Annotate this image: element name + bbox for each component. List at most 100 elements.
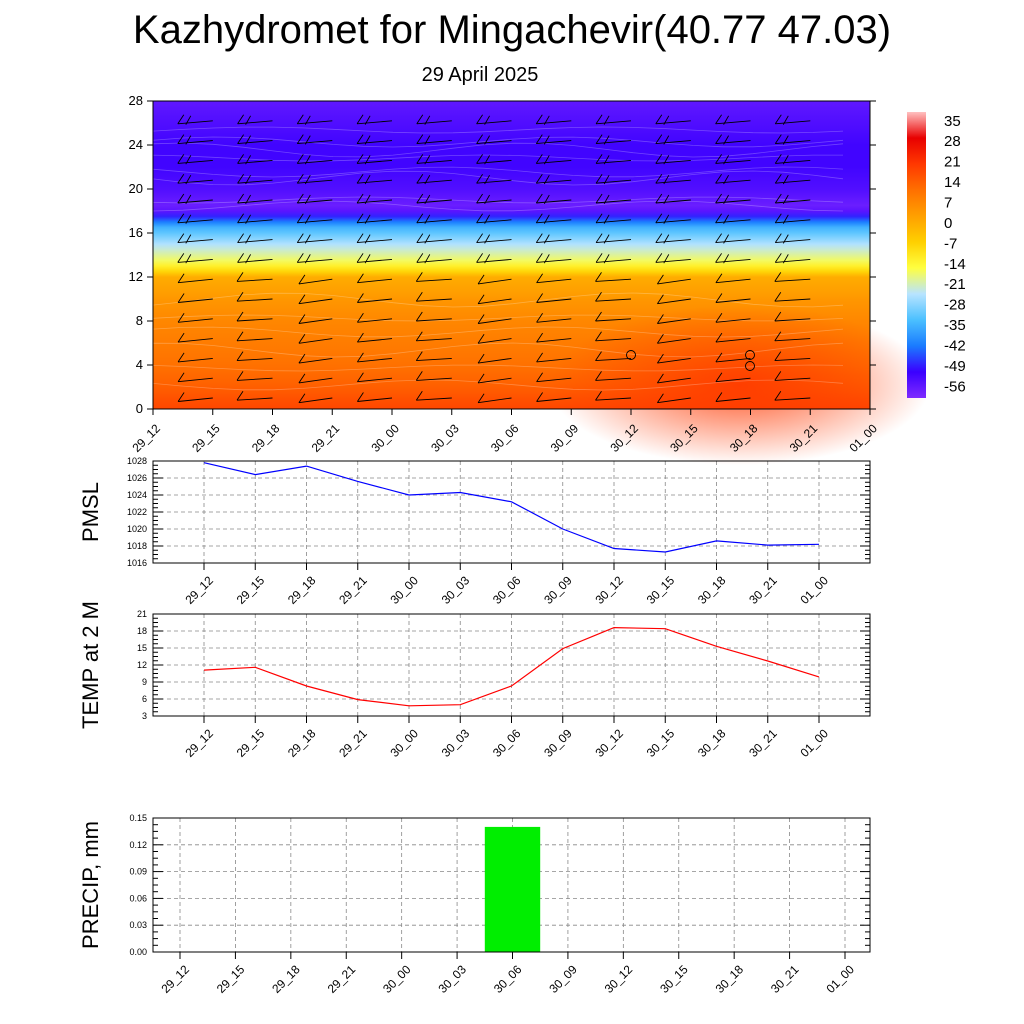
wind-barb: [536, 397, 572, 402]
wind-barb-flag: [782, 254, 789, 264]
y-tick-label: 0.09: [129, 867, 147, 877]
colorbar: 35 28 21 14 7 0 -7 -14 -21 -28 -35 -42 -49 -56: [907, 112, 966, 398]
wind-barb-flag: [774, 371, 782, 381]
y-tick-label: 6: [142, 694, 147, 704]
wind-barb-flag: [543, 155, 550, 165]
contour-line: [152, 136, 844, 148]
x-tick-label: 29_12: [158, 962, 192, 996]
wind-barb: [178, 298, 213, 303]
wind-barb-flag: [603, 155, 610, 165]
wind-barb-flag: [663, 135, 670, 145]
wind-barb: [596, 140, 632, 145]
wind-barb-flag: [364, 214, 371, 224]
wind-barb-flag: [603, 214, 610, 224]
wind-barb-flag: [663, 234, 670, 244]
wind-barb: [596, 199, 632, 204]
wind-barb-flag: [415, 371, 423, 381]
wind-barb: [298, 357, 333, 364]
wind-barb: [237, 120, 273, 125]
wind-barb: [236, 318, 273, 322]
wind-barb: [657, 298, 691, 305]
wind-barb-flag: [357, 352, 364, 363]
wind-barb-flag: [774, 390, 782, 401]
wind-barb-flag: [364, 135, 371, 145]
wind-barb: [237, 140, 273, 145]
wind-barb-flag: [177, 273, 185, 283]
wind-barb: [657, 357, 691, 364]
wind-barb-flag: [364, 174, 371, 185]
wind-barb: [536, 377, 572, 383]
wind-barb-flag: [603, 135, 610, 145]
wind-barb: [478, 338, 512, 344]
wind-barb-flag: [595, 390, 602, 401]
wind-barb: [237, 219, 273, 224]
wind-barb: [416, 219, 452, 224]
wind-barb: [715, 397, 751, 402]
wind-barb-flag: [364, 115, 371, 125]
wind-barb-flag: [782, 155, 789, 165]
wind-barb-flag: [476, 114, 483, 125]
wind-barb-flag: [774, 213, 782, 224]
wind-barb: [357, 140, 393, 145]
wind-barb-flag: [477, 353, 485, 364]
wind-barb-flag: [296, 253, 304, 263]
wind-barb-flag: [424, 115, 431, 125]
wind-barb: [357, 120, 393, 125]
x-tick-label: 30_06: [491, 962, 525, 996]
wind-barb: [416, 377, 452, 381]
wind-barb-flag: [595, 134, 603, 144]
x-tick-label: 29_21: [336, 573, 370, 607]
wind-barb-flag: [655, 193, 663, 204]
wind-barb-flag: [237, 173, 244, 184]
wind-barb-flag: [237, 253, 244, 263]
x-tick-label: 30_12: [602, 962, 636, 996]
x-tick-label: 30_12: [592, 573, 626, 607]
wind-barb: [536, 199, 572, 204]
contour-line: [152, 342, 844, 358]
y-tick-label: 9: [142, 677, 147, 687]
wind-barb-flag: [536, 313, 543, 323]
wind-barb: [297, 199, 333, 204]
wind-barb-flag: [364, 194, 371, 205]
wind-barb: [775, 140, 811, 145]
wind-barb-flag: [356, 114, 364, 125]
colorbar-label: -21: [944, 276, 966, 293]
wind-barb-flag: [484, 234, 490, 244]
wind-barb: [774, 278, 811, 282]
wind-barb-flag: [477, 373, 485, 384]
wind-barb-flag: [177, 154, 185, 164]
wind-barb-flag: [723, 214, 729, 224]
wind-barb-flag: [477, 393, 485, 403]
wind-barb-flag: [715, 154, 722, 164]
wind-barb-flag: [356, 193, 364, 204]
wind-barb: [536, 357, 572, 363]
colorbar-label: -42: [944, 337, 966, 354]
wind-barb-flag: [657, 294, 664, 304]
wind-barb-flag: [774, 311, 782, 322]
wind-barb-flag: [304, 174, 311, 185]
wind-barb-flag: [357, 372, 364, 382]
wind-barb: [178, 377, 213, 383]
wind-barb: [476, 140, 512, 145]
wind-barb: [775, 179, 811, 184]
y-tick-label: 4: [136, 357, 143, 372]
wind-barb-flag: [603, 234, 610, 244]
wind-barb-flag: [177, 193, 185, 204]
wind-barb-flag: [237, 134, 244, 144]
wind-barb: [715, 120, 751, 125]
wind-barb-flag: [657, 393, 664, 403]
wind-barb: [595, 377, 632, 381]
wind-barb-flag: [185, 254, 192, 264]
wind-barb-flag: [476, 213, 483, 224]
wind-barb-flag: [535, 134, 543, 144]
x-tick-label: 30_00: [387, 573, 421, 607]
wind-barb: [236, 357, 273, 362]
wind-barb-flag: [424, 174, 431, 185]
precip-ylabel: PRECIP, mm: [78, 821, 103, 949]
precip-panel: 0.00 0.03 0.06 0.09 0.12 0.15 29_12 29_15 29_18 2…: [78, 813, 871, 996]
contour-line: [152, 126, 844, 134]
wind-barb: [536, 120, 572, 125]
y-tick-label: 0: [136, 401, 143, 416]
wind-barb: [178, 357, 213, 363]
wind-barb: [536, 140, 572, 145]
